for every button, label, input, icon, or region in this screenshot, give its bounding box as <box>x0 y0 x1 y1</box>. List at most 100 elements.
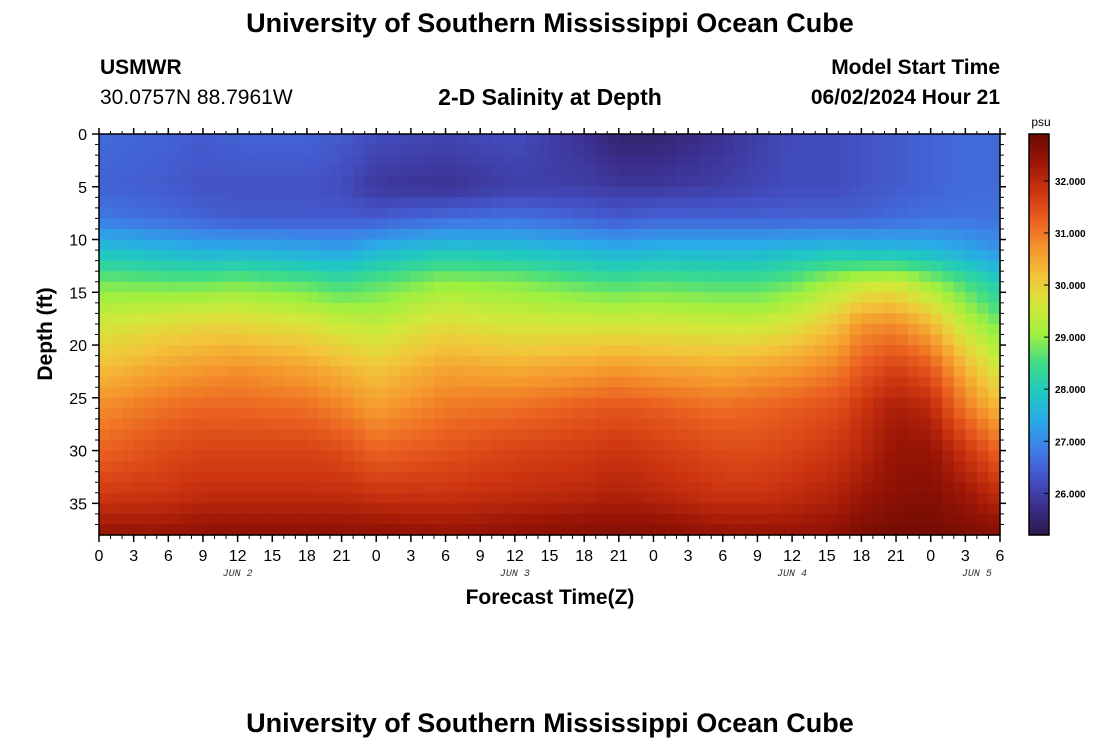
heatmap-cell <box>919 302 932 314</box>
heatmap-cell <box>410 197 424 209</box>
heatmap-cell <box>330 387 343 399</box>
heatmap-cell <box>295 302 308 314</box>
heatmap-cell <box>145 387 158 399</box>
heatmap-cell <box>630 144 643 156</box>
heatmap-cell <box>422 471 435 483</box>
heatmap-cell <box>480 408 493 420</box>
heatmap-cell <box>537 323 551 336</box>
heatmap-cell <box>699 387 712 399</box>
heatmap-cell <box>445 197 458 209</box>
heatmap-cell <box>907 207 920 220</box>
heatmap-cell <box>618 260 631 272</box>
heatmap-cell <box>872 228 886 241</box>
heatmap-cell <box>249 408 262 420</box>
heatmap-cell <box>283 239 296 251</box>
heatmap-cell <box>237 218 250 230</box>
heatmap-cell <box>849 461 862 473</box>
heatmap-cell <box>353 323 366 336</box>
heatmap-cell <box>896 355 909 367</box>
heatmap-cell <box>641 260 655 272</box>
heatmap-cell <box>896 218 909 230</box>
heatmap-cell <box>156 239 169 251</box>
heatmap-cell <box>584 218 597 230</box>
heatmap-cell <box>179 207 193 220</box>
heatmap-cell <box>399 461 412 473</box>
heatmap-cell <box>202 218 216 230</box>
heatmap-cell <box>653 503 666 515</box>
heatmap-cell <box>849 313 862 325</box>
heatmap-cell <box>202 239 216 251</box>
heatmap-cell <box>353 387 366 399</box>
heatmap-cell <box>722 313 735 325</box>
heatmap-cell <box>387 134 400 146</box>
heatmap-cell <box>410 408 424 420</box>
heatmap-cell <box>480 334 493 346</box>
heatmap-cell <box>364 440 377 452</box>
heatmap-cell <box>838 408 851 420</box>
heatmap-cell <box>122 292 135 304</box>
heatmap-cell <box>976 228 990 241</box>
heatmap-cell <box>306 408 320 420</box>
heatmap-cell <box>942 281 955 293</box>
heatmap-cell <box>491 408 504 420</box>
heatmap-cell <box>688 292 701 304</box>
heatmap-cell <box>491 513 504 526</box>
heatmap-cell <box>896 345 909 357</box>
heatmap-cell <box>122 345 135 357</box>
heatmap-cell <box>514 492 527 504</box>
heatmap-cell <box>468 144 481 156</box>
heatmap-cell <box>537 471 551 483</box>
heatmap-cell <box>514 387 527 399</box>
heatmap-cell <box>988 218 1001 230</box>
heatmap-cell <box>503 387 516 399</box>
heatmap-cell <box>838 334 851 346</box>
x-tick-label: 0 <box>372 548 381 565</box>
heatmap-cell <box>653 176 666 188</box>
heatmap-cell <box>953 165 966 177</box>
heatmap-cell <box>838 176 851 188</box>
heatmap-cell <box>226 461 239 473</box>
heatmap-cell <box>872 186 886 198</box>
heatmap-cell <box>514 461 527 473</box>
heatmap-cell <box>953 292 966 304</box>
heatmap-cell <box>930 334 943 346</box>
heatmap-cell <box>295 482 308 494</box>
heatmap-cell <box>630 134 643 146</box>
heatmap-cell <box>745 228 759 241</box>
heatmap-cell <box>711 313 724 325</box>
heatmap-cell <box>907 155 920 167</box>
heatmap-cell <box>295 323 308 336</box>
heatmap-cell <box>965 492 978 504</box>
heatmap-cell <box>295 260 308 272</box>
heatmap-cell <box>942 513 955 526</box>
heatmap-cell <box>110 250 123 262</box>
heatmap-cell <box>618 134 631 146</box>
heatmap-cell <box>792 197 805 209</box>
heatmap-cell <box>295 513 308 526</box>
heatmap-cell <box>618 239 631 251</box>
heatmap-cell <box>884 165 897 177</box>
heatmap-cell <box>318 165 331 177</box>
heatmap-cell <box>607 271 620 283</box>
heatmap-cell <box>376 440 389 452</box>
heatmap-cell <box>757 450 770 462</box>
heatmap-cell <box>942 176 955 188</box>
heatmap-cell <box>803 376 816 388</box>
heatmap-cell <box>618 302 631 314</box>
heatmap-cell <box>803 207 816 220</box>
heatmap-cell <box>942 397 955 409</box>
heatmap-cell <box>445 250 458 262</box>
heatmap-cell <box>503 250 516 262</box>
heatmap-cell <box>133 440 146 452</box>
heatmap-cell <box>722 513 735 526</box>
heatmap-cell <box>318 524 331 536</box>
heatmap-cell <box>815 313 828 325</box>
heatmap-cell <box>919 260 932 272</box>
heatmap-cell <box>722 323 735 336</box>
heatmap-cell <box>803 218 816 230</box>
heatmap-cell <box>226 355 239 367</box>
heatmap-cell <box>607 397 620 409</box>
heatmap-cell <box>561 418 574 431</box>
heatmap-cell <box>110 397 123 409</box>
heatmap-cell <box>942 197 955 209</box>
